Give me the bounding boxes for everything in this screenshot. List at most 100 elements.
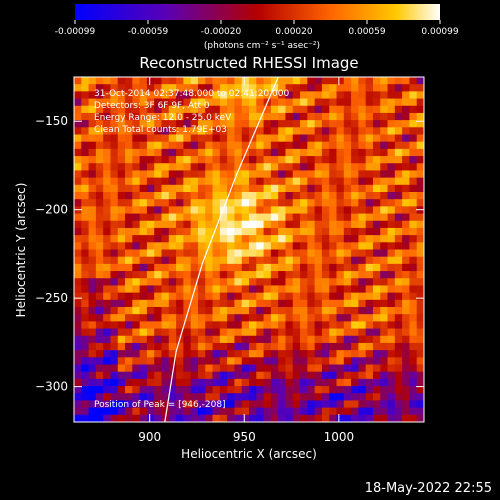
heatmap-cell [117,77,126,85]
heatmap-cell [234,263,243,272]
heatmap-cell [321,299,330,308]
heatmap-cell [146,184,155,193]
heatmap-cell [300,170,308,179]
heatmap-cell [154,350,163,358]
heatmap-cell [212,98,221,107]
heatmap-cell [256,105,265,114]
heatmap-cell [161,307,170,315]
heatmap-cell [278,271,287,279]
heatmap-cell [270,120,279,128]
heatmap-cell [205,263,214,272]
heatmap-cell [88,105,97,114]
heatmap-cell [190,357,199,366]
heatmap-cell [278,371,287,380]
heatmap-cell [95,120,104,128]
heatmap-cell [314,120,323,128]
heatmap-cell [88,263,97,272]
heatmap-cell [372,393,381,402]
heatmap-cell [343,393,352,402]
heatmap-cell [314,242,323,251]
heatmap-cell [336,357,345,366]
heatmap-cell [146,307,155,315]
heatmap-cell [307,378,316,387]
heatmap-cell [394,156,403,164]
heatmap-cell [292,120,301,128]
heatmap-cell [329,112,338,121]
heatmap-cell [394,163,403,172]
heatmap-cell [132,400,141,409]
heatmap-cell [132,256,141,265]
heatmap-cell [161,91,170,100]
heatmap-cell [394,192,403,200]
heatmap-cell [409,278,418,287]
heatmap-cell [343,328,352,337]
heatmap-cell [358,256,367,265]
heatmap-cell [416,242,424,251]
heatmap-cell [285,400,294,409]
heatmap-cell [372,192,381,200]
heatmap-cell [234,393,243,402]
heatmap-cell [380,378,389,387]
heatmap-cell [292,400,301,409]
colorbar [75,4,440,20]
heatmap-cell [409,328,418,337]
heatmap-cell [88,314,97,322]
heatmap-cell [110,350,119,358]
heatmap-cell [132,414,141,422]
heatmap-cell [234,400,243,409]
heatmap-cell [380,350,389,358]
heatmap-cell [125,98,133,107]
heatmap-cell [81,163,90,172]
heatmap-cell [372,98,381,107]
heatmap-cell [314,141,323,150]
heatmap-cell [394,199,403,207]
heatmap-cell [380,364,389,373]
heatmap-cell [256,156,265,164]
heatmap-cell [416,314,424,322]
heatmap-cell [139,177,148,186]
heatmap-cell [307,170,316,179]
heatmap-cell [125,335,133,344]
heatmap-cell [146,378,155,387]
heatmap-cell [190,206,199,215]
heatmap-cell [256,350,265,358]
heatmap-cell [263,184,272,193]
heatmap-cell [227,314,236,322]
heatmap-cell [183,314,192,322]
heatmap-cell [74,213,82,222]
heatmap-cell [394,235,403,243]
heatmap-cell [132,156,141,164]
heatmap-cell [372,285,381,294]
heatmap-cell [343,163,352,172]
heatmap-cell [314,105,323,114]
heatmap-cell [409,112,418,121]
heatmap-cell [176,350,184,358]
heatmap-cell [176,271,184,279]
heatmap-cell [256,84,265,92]
heatmap-cell [329,350,338,358]
heatmap-cell [365,386,374,394]
heatmap-cell [394,342,403,351]
heatmap-cell [117,285,126,294]
heatmap-cell [249,400,257,409]
heatmap-cell [249,163,257,172]
heatmap-cell [139,206,148,215]
heatmap-cell [212,227,221,236]
heatmap-cell [416,357,424,366]
heatmap-cell [74,235,82,243]
heatmap-cell [307,249,316,258]
heatmap-cell [249,357,257,366]
heatmap-cell [263,148,272,157]
heatmap-cell [227,400,236,409]
heatmap-cell [285,120,294,128]
heatmap-cell [132,141,141,150]
y-axis-label: Heliocentric Y (arcsec) [14,183,28,318]
heatmap-cell [307,314,316,322]
heatmap-cell [74,342,82,351]
heatmap-cell [380,414,389,422]
heatmap-cell [146,407,155,416]
heatmap-cell [256,192,265,200]
heatmap-cell [394,321,403,330]
heatmap-cell [351,414,359,422]
heatmap-cell [190,407,199,416]
